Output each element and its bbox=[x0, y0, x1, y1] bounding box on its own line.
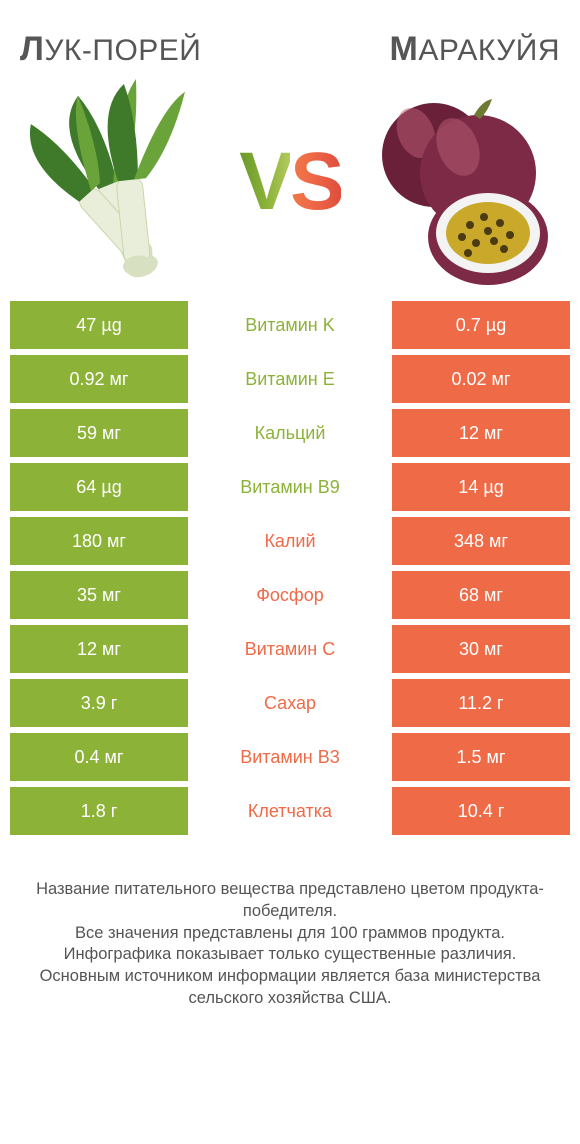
table-row: 59 мгКальций12 мг bbox=[10, 409, 570, 457]
table-row: 64 µgВитамин B914 µg bbox=[10, 463, 570, 511]
nutrient-label: Фосфор bbox=[188, 571, 392, 619]
food-image-left bbox=[10, 77, 230, 287]
footer-line: Все значения представлены для 100 граммо… bbox=[26, 923, 554, 945]
nutrient-label: Сахар bbox=[188, 679, 392, 727]
value-right: 348 мг bbox=[392, 517, 570, 565]
value-right: 0.02 мг bbox=[392, 355, 570, 403]
nutrient-label: Кальций bbox=[188, 409, 392, 457]
table-row: 12 мгВитамин C30 мг bbox=[10, 625, 570, 673]
leek-icon bbox=[10, 77, 230, 287]
nutrient-label: Витамин K bbox=[188, 301, 392, 349]
vs-left-char: V bbox=[239, 136, 290, 227]
value-right: 10.4 г bbox=[392, 787, 570, 835]
value-right: 0.7 µg bbox=[392, 301, 570, 349]
passionfruit-icon bbox=[350, 77, 570, 287]
value-left: 0.4 мг bbox=[10, 733, 188, 781]
heading-left: ЛУК-ПОРЕЙ bbox=[20, 30, 201, 69]
value-right: 12 мг bbox=[392, 409, 570, 457]
table-row: 3.9 гСахар11.2 г bbox=[10, 679, 570, 727]
value-left: 59 мг bbox=[10, 409, 188, 457]
value-left: 12 мг bbox=[10, 625, 188, 673]
footer-line: Инфографика показывает только существенн… bbox=[26, 944, 554, 966]
value-left: 180 мг bbox=[10, 517, 188, 565]
nutrient-label: Витамин C bbox=[188, 625, 392, 673]
value-left: 0.92 мг bbox=[10, 355, 188, 403]
nutrient-label: Витамин B3 bbox=[188, 733, 392, 781]
heading-right: MАРАКУЙЯ bbox=[390, 30, 560, 69]
table-row: 47 µgВитамин K0.7 µg bbox=[10, 301, 570, 349]
table-row: 180 мгКалий348 мг bbox=[10, 517, 570, 565]
nutrient-label: Витамин B9 bbox=[188, 463, 392, 511]
nutrient-label: Калий bbox=[188, 517, 392, 565]
heading-left-rest: УК-ПОРЕЙ bbox=[44, 34, 201, 67]
vs-badge: VS bbox=[239, 141, 340, 223]
nutrient-label: Клетчатка bbox=[188, 787, 392, 835]
heading-right-rest: АРАКУЙЯ bbox=[418, 34, 560, 67]
table-row: 35 мгФосфор68 мг bbox=[10, 571, 570, 619]
value-left: 1.8 г bbox=[10, 787, 188, 835]
value-right: 11.2 г bbox=[392, 679, 570, 727]
footer-line: Название питательного вещества представл… bbox=[26, 879, 554, 923]
value-left: 35 мг bbox=[10, 571, 188, 619]
table-row: 0.92 мгВитамин E0.02 мг bbox=[10, 355, 570, 403]
value-left: 47 µg bbox=[10, 301, 188, 349]
value-left: 64 µg bbox=[10, 463, 188, 511]
table-row: 0.4 мгВитамин B31.5 мг bbox=[10, 733, 570, 781]
value-right: 1.5 мг bbox=[392, 733, 570, 781]
vs-right-char: S bbox=[290, 136, 341, 227]
value-right: 68 мг bbox=[392, 571, 570, 619]
heading-left-cap: Л bbox=[20, 30, 44, 68]
food-image-right bbox=[350, 77, 570, 287]
footer-line: Основным источником информации является … bbox=[26, 966, 554, 1010]
table-row: 1.8 гКлетчатка10.4 г bbox=[10, 787, 570, 835]
hero-row: VS bbox=[10, 69, 570, 301]
heading-right-cap: M bbox=[390, 30, 419, 68]
value-right: 14 µg bbox=[392, 463, 570, 511]
value-left: 3.9 г bbox=[10, 679, 188, 727]
value-right: 30 мг bbox=[392, 625, 570, 673]
heading-row: ЛУК-ПОРЕЙ MАРАКУЙЯ bbox=[10, 30, 570, 69]
nutrient-label: Витамин E bbox=[188, 355, 392, 403]
footer-note: Название питательного вещества представл… bbox=[10, 879, 570, 1010]
nutrition-table: 47 µgВитамин K0.7 µg 0.92 мгВитамин E0.02… bbox=[10, 301, 570, 835]
